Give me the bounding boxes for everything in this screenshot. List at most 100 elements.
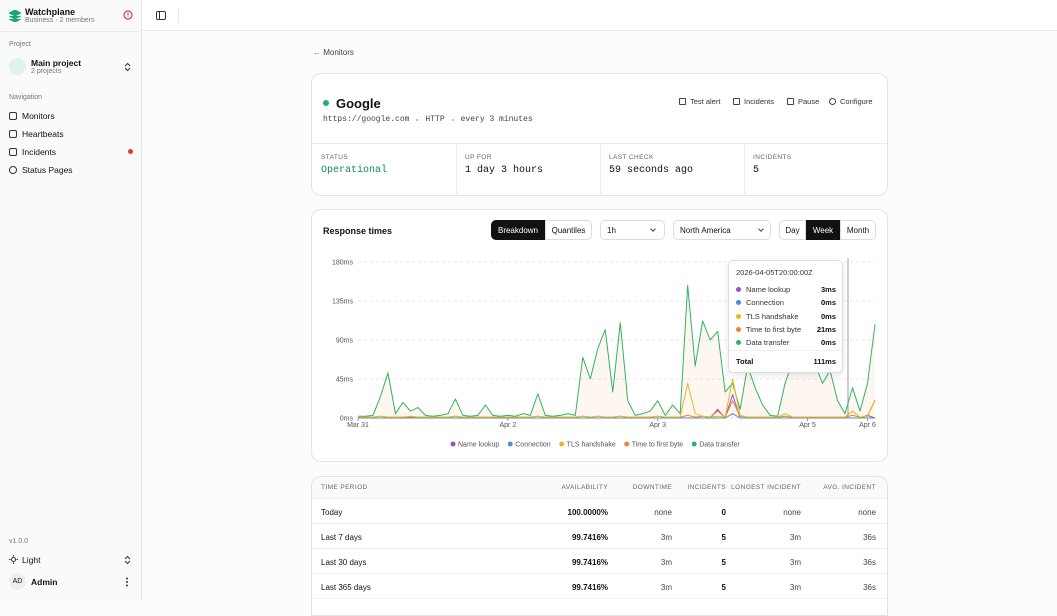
table-cell: none [858,508,876,517]
x-tick-label: Apr 2 [499,422,516,429]
legend-swatch [691,441,697,447]
region-select[interactable]: North America [673,220,771,240]
line [358,378,876,418]
tooltip-total: 111ms [813,357,836,366]
nav-item[interactable]: Status Pages [22,165,73,175]
tooltip: 2026-04-05T20:00:00Z Name lookup 3ms Connec… [728,260,843,373]
table-cell: none [783,508,801,517]
tooltip-swatch [736,326,741,332]
period-tab[interactable]: Month [840,220,876,240]
logo [9,10,21,22]
table-cell: 5 [721,533,726,542]
legend-swatch [450,441,456,447]
table-cell: 3m [660,558,672,567]
table-cell: 100.0000% [567,508,608,517]
table-cell: 5 [721,583,726,592]
breadcrumb[interactable]: ← Monitors [313,48,354,57]
table-cell: 3m [789,533,801,542]
tooltip-swatch [736,287,741,292]
column-header: DOWNTIME [632,484,672,491]
nav-icon [9,166,17,174]
project-avatar [9,58,26,75]
range-select[interactable]: 1h [600,220,665,240]
divider [600,143,601,196]
tooltip-label: Time to first byte [746,324,802,334]
protocol: HTTP [425,115,445,124]
nav-icon [9,130,17,138]
workspace[interactable]: Watchplane [25,7,76,17]
theme[interactable]: Light [22,555,41,565]
tooltip-value: 0ms [820,338,836,348]
x-tick-label: Apr 6 [859,422,876,429]
back-arrow: ← [313,48,321,57]
table-cell: Last 7 days [321,533,362,542]
user-name[interactable]: Admin [31,577,58,587]
table-cell: 3m [789,583,801,592]
action-button[interactable]: Pause [798,97,820,106]
table-cell: 5 [721,558,726,567]
nav-icon [9,112,17,120]
table-row [312,574,887,599]
interval: every 3 minutes [460,115,533,124]
chart-title: Response times [323,226,393,236]
section-heading: Project [9,41,31,48]
stat-value: 59 seconds ago [609,165,694,176]
stat-label: INCIDENTS [753,154,792,161]
period-tab[interactable]: Day [779,220,806,240]
y-tick-label: 90ms [336,338,354,345]
y-tick-label: 135ms [332,299,354,306]
url: https://google.com [323,115,410,124]
sep [416,118,419,121]
action-icon [733,98,740,105]
nav-item[interactable]: Incidents [22,147,57,157]
action-button[interactable]: Configure [840,97,873,106]
sidebar-toggle[interactable] [156,11,166,20]
table-row [312,524,887,549]
action-icon [787,98,794,105]
y-tick-label: 180ms [332,260,354,267]
version: v1.0.0 [9,538,29,545]
table-cell: 36s [863,533,876,542]
column-header: AVG. INCIDENT [823,484,876,491]
breadcrumb-text[interactable]: Monitors [323,48,354,57]
view-tab[interactable]: Quantiles [545,220,592,240]
divider [0,31,141,32]
project-sub: 2 projects [31,68,62,75]
area [358,285,875,418]
chevron[interactable] [124,62,131,72]
stat-label: LAST CHECK [609,154,654,161]
table-cell: none [654,508,672,517]
column-header: LONGEST INCIDENT [731,484,801,491]
incident-dot [128,149,133,154]
table-row [312,499,887,524]
x-tick-label: Mar 31 [347,422,369,429]
x-tick-label: Apr 3 [649,422,666,429]
tooltip-value: 21ms [816,324,836,334]
tooltip-label: TLS handshake [746,311,799,321]
chevron[interactable] [124,555,131,565]
tooltip-value: 0ms [820,298,836,308]
tooltip-label: Data transfer [746,338,790,348]
action-button[interactable]: Test alert [690,97,721,106]
sun-icon [9,555,18,564]
table-cell: 0 [721,508,726,517]
legend-label: Name lookup [458,442,499,449]
nav-item[interactable]: Heartbeats [22,129,64,139]
alert-icon[interactable] [123,10,133,20]
more-icon[interactable] [125,577,129,587]
legend-swatch [507,441,513,447]
table-cell: 99.7416% [571,558,608,567]
legend-label: Data transfer [699,442,740,449]
divider [456,143,457,196]
sidebar: Watchplane Business · 2 members Project … [0,0,142,600]
project-name[interactable]: Main project [31,58,82,68]
monitor-name: Google [336,96,381,111]
table-cell: 36s [863,558,876,567]
topbar [142,0,1057,31]
nav-icon [9,148,17,156]
nav-item[interactable]: Monitors [22,111,55,121]
table-row [312,549,887,574]
period-tab[interactable]: Week [806,220,840,240]
view-tab[interactable]: Breakdown [491,220,545,240]
action-button[interactable]: Incidents [744,97,775,106]
